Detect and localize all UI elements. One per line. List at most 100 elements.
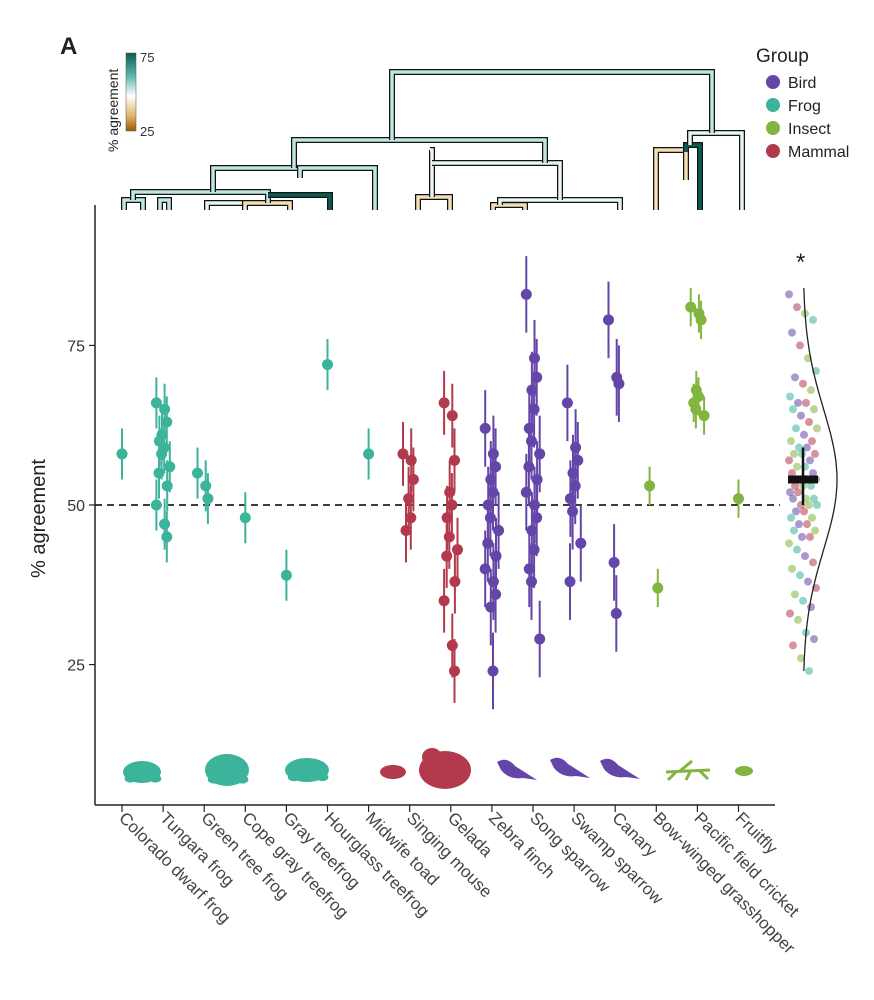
summary-point: [790, 526, 798, 535]
tree-branch-outline: [415, 194, 453, 210]
y-axis-title: % agreement: [28, 459, 50, 578]
summary-point: [813, 501, 821, 509]
data-point: [446, 410, 458, 422]
data-point: [479, 422, 491, 434]
summary-point: [795, 443, 803, 452]
data-point: [159, 403, 171, 415]
summary-point: [791, 481, 799, 490]
summary-point: [801, 552, 809, 561]
summary-point: [803, 520, 811, 529]
summary-point: [787, 437, 795, 446]
tree-branch: [298, 166, 377, 210]
data-point: [523, 563, 535, 575]
colorbar-gradient: [125, 52, 137, 132]
tree-branch: [211, 166, 302, 192]
data-point: [487, 665, 499, 677]
frog-leg: [207, 775, 220, 784]
bird-silhouette: [550, 757, 590, 778]
summary-point: [797, 411, 805, 420]
data-point: [441, 550, 453, 562]
summary-point: [810, 494, 818, 503]
summary-point: [809, 315, 817, 324]
tree-branch: [491, 203, 527, 210]
summary-point: [810, 635, 818, 644]
data-point: [523, 461, 535, 473]
data-point: [484, 512, 496, 524]
legend-label-frog: Frog: [788, 98, 821, 115]
data-point: [202, 493, 214, 505]
phylogeny-dendrogram: [121, 69, 745, 210]
data-point: [561, 397, 573, 409]
data-point: [449, 576, 461, 588]
data-point: [564, 493, 576, 505]
data-point: [150, 499, 162, 511]
fruitfly-silhouette: [735, 766, 753, 776]
data-point: [397, 448, 409, 460]
tree-branch-outline: [653, 147, 689, 210]
data-point: [603, 314, 614, 326]
summary-point: [785, 539, 793, 548]
data-point: [449, 665, 460, 677]
density-curve: [803, 287, 838, 672]
tree-branch: [268, 193, 332, 210]
data-point: [156, 448, 168, 460]
data-point: [438, 397, 450, 409]
colorbar-min-label: 25: [140, 124, 154, 139]
summary-point: [793, 303, 801, 312]
summary-point: [792, 507, 800, 516]
summary-point: [791, 373, 799, 382]
summary-point: [793, 462, 801, 471]
data-point: [526, 384, 538, 396]
summary-point: [813, 424, 821, 433]
tree-branch: [292, 138, 547, 168]
data-point: [733, 493, 744, 505]
data-points: [116, 256, 744, 710]
data-point: [405, 512, 417, 524]
tree-branch: [654, 148, 688, 210]
data-point: [695, 314, 707, 326]
data-point: [487, 576, 499, 588]
animal-silhouettes: [123, 748, 753, 789]
data-point: [608, 556, 620, 568]
summary-point: [791, 590, 799, 599]
data-point: [526, 435, 537, 447]
summary-point: [798, 532, 806, 541]
summary-point: [808, 513, 816, 522]
summary-point: [789, 494, 797, 503]
data-point: [690, 403, 702, 415]
data-point: [441, 512, 453, 524]
summary-point: [788, 469, 796, 478]
summary-point: [809, 558, 817, 567]
summary-point: [808, 437, 816, 446]
data-point: [405, 454, 417, 466]
gelada-head: [422, 748, 442, 766]
frog-leg: [124, 774, 137, 783]
summary-point: [788, 564, 796, 573]
data-point: [534, 448, 546, 460]
data-point: [150, 397, 162, 409]
tree-branch: [432, 161, 562, 200]
summary-point: [804, 577, 812, 586]
tree-branch: [243, 201, 292, 210]
y-tick-label: 75: [67, 338, 85, 355]
legend-label-mammal: Mammal: [788, 144, 849, 161]
summary-point: [787, 513, 795, 522]
panel-label: A: [60, 33, 77, 60]
frog-leg: [316, 773, 329, 782]
summary-point: [792, 424, 800, 433]
data-point: [534, 633, 546, 645]
summary-point: [797, 654, 805, 663]
data-point: [613, 378, 625, 390]
summary-point: [786, 392, 794, 401]
summary-point: [799, 379, 807, 388]
summary-point: [805, 501, 813, 509]
data-point: [449, 454, 460, 466]
data-point: [526, 525, 538, 537]
summary-point: [800, 507, 808, 516]
tree-branch: [430, 148, 434, 197]
summary-point: [807, 603, 815, 612]
data-point: [200, 480, 212, 492]
data-point: [452, 544, 463, 556]
data-point: [526, 576, 537, 588]
tree-branch-outline: [297, 165, 378, 210]
